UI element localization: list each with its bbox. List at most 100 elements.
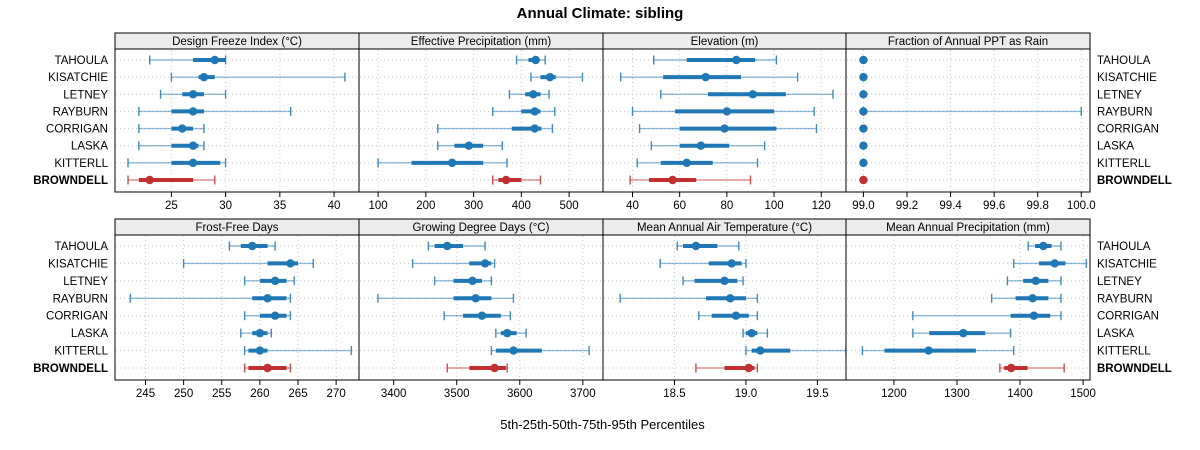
- median-dot: [1050, 259, 1059, 268]
- panel-strip-title: Fraction of Annual PPT as Rain: [888, 36, 1048, 48]
- site-label-right-letney: LETNEY: [1097, 276, 1142, 288]
- series-tahoula: [149, 55, 227, 65]
- tick-label: 200: [416, 200, 435, 212]
- median-dot: [464, 141, 474, 150]
- median-dot: [210, 55, 219, 65]
- panel-mean-annual-precipitation-mm: 1200 1300 1400 1500 Mean Annual Precipitatio…: [845, 218, 1096, 400]
- site-label-right-browndell: BROWNDELL: [1097, 363, 1172, 375]
- median-dot: [1031, 276, 1040, 286]
- median-dot: [270, 311, 280, 320]
- median-dot: [1029, 311, 1039, 320]
- series-rayburn: [990, 293, 1062, 303]
- series-corrigan: [912, 311, 1062, 321]
- series-browndell: [859, 175, 868, 185]
- site-label-right-laska: LASKA: [1097, 328, 1134, 340]
- median-dot: [859, 72, 868, 82]
- median-dot: [720, 124, 729, 133]
- site-label-left-kitterll: KITTERLL: [54, 158, 108, 170]
- panel-mean-annual-air-temperature-c: 18.5 19.0 19.5 Mean Annual Air Temperature …: [602, 218, 847, 400]
- median-dot: [744, 363, 753, 373]
- tick-label: 3500: [444, 388, 470, 400]
- median-dot: [924, 346, 933, 355]
- tick-label: 99.6: [983, 200, 1005, 212]
- tick-label: 100: [369, 200, 388, 212]
- series-kisatchie: [619, 72, 799, 82]
- panel-elevation-m: 40 60 80 100 120 Elevation (m): [602, 32, 847, 212]
- panel-fraction-of-annual-ppt-as-rain: 99.0 99.2 99.4 99.6 99.8 100.0 Fraction of Ann…: [845, 32, 1096, 212]
- series-tahoula: [1027, 241, 1062, 251]
- site-label-right-kisatchie: KISATCHIE: [1097, 72, 1157, 84]
- tick-label: 35: [273, 200, 286, 212]
- series-laska: [859, 141, 868, 150]
- series-browndell: [695, 363, 759, 373]
- median-dot: [756, 346, 765, 355]
- tick-label: 1300: [944, 388, 970, 400]
- median-dot: [696, 141, 706, 150]
- tick-label: 40: [328, 200, 341, 212]
- tick-label: 19.0: [735, 388, 757, 400]
- median-dot: [731, 311, 741, 320]
- tick-label: 3600: [507, 388, 533, 400]
- tick-label: 120: [812, 200, 831, 212]
- series-rayburn: [377, 293, 515, 303]
- site-label-right-letney: LETNEY: [1097, 89, 1142, 101]
- series-laska: [912, 328, 1012, 338]
- tick-label: 255: [212, 388, 231, 400]
- site-label-left-corrigan: CORRIGAN: [46, 311, 108, 323]
- tick-label: 250: [174, 388, 193, 400]
- tick-label: 99.4: [939, 200, 962, 212]
- median-dot: [1039, 241, 1048, 251]
- tick-label: 260: [250, 388, 269, 400]
- median-dot: [1006, 363, 1016, 373]
- site-label-left-tahoula: TAHOULA: [55, 241, 109, 253]
- tick-label: 40: [626, 200, 639, 212]
- site-label-left-letney: LETNEY: [63, 276, 108, 288]
- median-dot: [490, 363, 499, 373]
- median-dot: [859, 107, 868, 116]
- series-rayburn: [138, 106, 292, 116]
- site-label-left-letney: LETNEY: [63, 89, 108, 101]
- median-dot: [959, 328, 968, 338]
- tick-label: 60: [673, 200, 686, 212]
- median-dot: [255, 346, 265, 355]
- plot-area: [845, 234, 1091, 381]
- tick-label: 1500: [1070, 388, 1096, 400]
- tick-label: 99.0: [852, 200, 874, 212]
- site-label-right-rayburn: RAYBURN: [1097, 106, 1152, 118]
- median-dot: [531, 55, 540, 65]
- median-dot: [691, 241, 701, 251]
- x-axis-title: 5th-25th-50th-75th-95th Percentiles: [500, 417, 705, 432]
- tick-label: 19.5: [806, 388, 828, 400]
- tick-label: 1400: [1007, 388, 1033, 400]
- series-letney: [159, 89, 227, 99]
- series-rayburn: [491, 106, 556, 116]
- median-dot: [859, 124, 868, 133]
- site-label-left-corrigan: CORRIGAN: [46, 124, 108, 136]
- series-corrigan: [443, 311, 512, 321]
- panel-strip-title: Effective Precipitation (mm): [411, 36, 552, 48]
- median-dot: [263, 363, 272, 373]
- median-dot: [199, 72, 209, 82]
- series-tahoula: [515, 55, 546, 65]
- tick-label: 18.5: [663, 388, 685, 400]
- site-label-right-kitterll: KITTERLL: [1097, 346, 1151, 358]
- series-kitterll: [861, 346, 1015, 356]
- panel-effective-precipitation-mm: 100 200 300 400 500 Effective Precipitation (…: [358, 32, 604, 212]
- median-dot: [530, 107, 539, 116]
- series-tahoula: [427, 241, 486, 251]
- series-corrigan: [437, 124, 554, 134]
- tick-label: 99.2: [896, 200, 918, 212]
- series-corrigan: [138, 124, 205, 134]
- series-corrigan: [243, 311, 292, 321]
- tick-label: 400: [512, 200, 531, 212]
- median-dot: [286, 259, 295, 268]
- median-dot: [188, 90, 198, 99]
- median-dot: [501, 175, 511, 185]
- median-dot: [443, 241, 452, 251]
- series-rayburn: [859, 106, 1082, 116]
- series-rayburn: [129, 293, 292, 303]
- median-dot: [747, 328, 756, 338]
- site-label-right-corrigan: CORRIGAN: [1097, 124, 1159, 136]
- median-dot: [859, 158, 868, 168]
